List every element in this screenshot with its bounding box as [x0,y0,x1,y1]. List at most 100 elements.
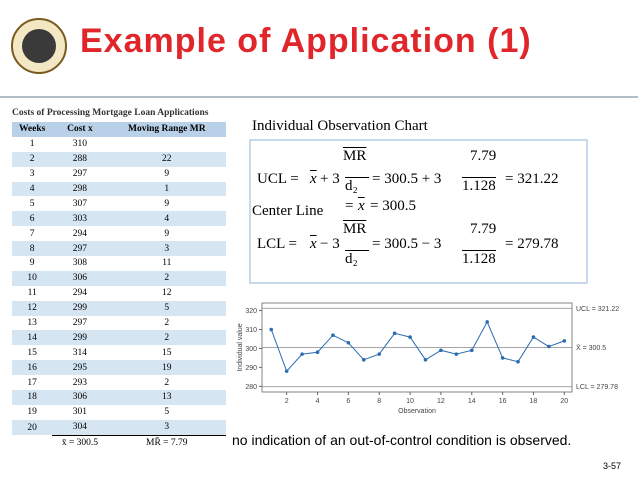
result: = 279.78 [505,236,559,252]
cell: 1 [29,139,35,150]
row: 12 299 5 [12,300,226,316]
cell: 307 [72,198,88,209]
cell: 8 [12,241,53,257]
x-tick-label: 14 [468,398,476,405]
data-point [392,331,397,336]
cell: 3 [107,241,226,257]
den: d₂ [345,177,369,195]
cell: 4 [107,211,226,227]
cell: 304 [52,419,108,436]
control-label: UCL = 321.22 [576,306,619,313]
cell: 293 [72,377,88,388]
row: 17 293 2 [12,375,226,390]
y-tick-label: 310 [245,327,257,334]
cell: 2 [12,151,53,167]
data-line [270,320,565,373]
cell: 301 [72,407,88,418]
xbar: x [358,198,365,214]
data-point [377,352,382,356]
ucl-lhs: UCL = [257,171,299,187]
cell: 310 [72,139,88,150]
num: 7.79 [470,221,497,237]
cell: 299 [52,300,108,316]
result: = 300.5 [370,198,416,214]
chart: 280 290 300 310 320 2 4 6 8 10 12 14 16 18 20 Observati… [237,302,619,415]
cell: 17 [27,377,37,388]
cell: 4 [12,181,53,197]
x-tick-label: 2 [285,398,289,405]
row: 9 308 11 [12,256,226,271]
x-tick-label: 6 [346,398,350,405]
cell: 1 [107,181,226,197]
x-tick-label: 8 [377,398,381,405]
cell: 9 [164,228,170,239]
cell: 5 [107,300,226,316]
data-point [300,352,304,356]
cell: 18 [12,390,53,405]
control-label: X̄ = 300.5 [576,344,606,352]
y-tick-label: 320 [245,308,257,315]
footer-cell: MR̄ = 7.79 [107,434,226,451]
logo-inner [22,29,56,63]
row: 10 306 2 [12,270,226,286]
formula-box [249,139,588,284]
data-point [500,356,505,360]
x-tick-label: 12 [437,398,445,405]
header-row: Weeks Cost x Moving Range MR [12,122,226,137]
y-tick-label: 300 [245,346,257,353]
cell: 9 [164,198,170,209]
row: 20 304 3 [12,419,226,436]
cell: 15 [162,347,172,358]
cell: 294 [72,228,88,239]
table: Weeks Cost x Moving Range MR 1 310 2 288 22 3 297… [12,122,226,451]
den: d₂ [345,250,369,268]
cell: 12 [162,288,172,299]
eq: = 300.5 − 3 [372,236,442,252]
cell: 314 [72,347,88,358]
data-point [423,358,428,362]
row: 4 298 1 [12,181,226,197]
row: 8 297 3 [12,241,226,257]
cell: 9 [164,169,170,180]
x-tick-label: 20 [560,398,568,405]
cell: 3 [107,419,226,436]
row: 13 297 2 [12,316,226,331]
data-point [454,352,459,356]
cell: 9 [29,258,35,269]
data-point [439,348,443,353]
cell: 7 [29,228,35,239]
cell: 297 [72,318,88,329]
row: 11 294 12 [12,286,226,301]
title: Example of Application (1) [80,22,532,60]
cell: 2 [107,270,226,286]
data-point [408,335,412,339]
x-tick-label: 18 [530,398,538,405]
caption: no indication of an out-of-control condi… [232,432,572,448]
data-point [516,359,520,364]
cell: 16 [12,360,53,376]
cell: 297 [72,169,88,180]
xbar: x [310,171,317,187]
cell: 13 [27,318,37,329]
data-point [485,320,489,324]
xbar: x [310,236,317,252]
cell: 3 [29,169,35,180]
eq: = 300.5 + 3 [372,171,442,187]
cell: 12 [12,300,53,316]
data-point [547,344,551,349]
cell: 19 [27,407,37,418]
x-tick-label: 10 [406,398,414,405]
y-tick-label: 290 [245,365,257,372]
cell: 295 [52,360,108,376]
cell: 2 [164,377,170,388]
footer-row: x̄ = 300.5 MR̄ = 7.79 [12,434,226,451]
eq: = [345,198,354,214]
x-tick-label: 4 [316,398,320,405]
cell: 2 [164,318,170,329]
cell: 13 [107,390,226,405]
cell: 5 [164,407,170,418]
y-tick-label: 280 [245,384,257,391]
data-point [284,369,289,373]
cell: 298 [52,181,108,197]
